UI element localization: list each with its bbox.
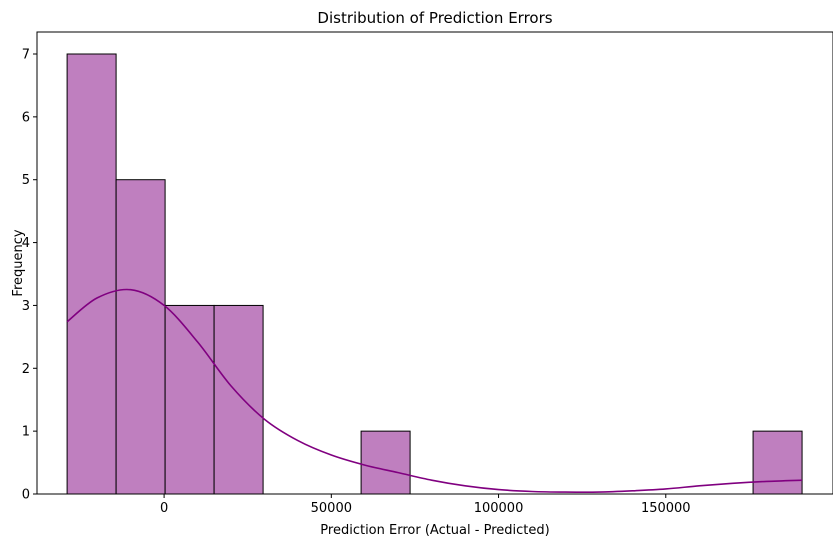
x-tick-label: 150000	[641, 501, 691, 516]
y-tick-label: 1	[22, 425, 30, 440]
y-tick-label: 5	[22, 173, 30, 188]
y-tick-label: 6	[22, 110, 30, 125]
kde-curve-group	[66, 288, 803, 494]
kde-curve	[66, 288, 803, 494]
histogram-bar	[115, 179, 166, 495]
x-axis-label: Prediction Error (Actual - Predicted)	[320, 523, 549, 538]
y-tick-label: 7	[22, 48, 30, 63]
histogram-bar	[213, 304, 264, 495]
chart-title: Distribution of Prediction Errors	[317, 9, 552, 27]
y-axis-ticks: 0 1 2 3 4 5 6 7	[22, 48, 37, 503]
x-tick-label: 0	[160, 501, 168, 516]
y-axis-label: Frequency	[11, 229, 26, 296]
histogram-bars	[66, 53, 803, 495]
histogram-bar	[360, 430, 411, 495]
y-tick-label: 2	[22, 362, 30, 377]
y-tick-label: 3	[22, 299, 30, 314]
histogram-bar	[66, 53, 117, 495]
y-tick-label: 4	[22, 236, 30, 251]
x-axis-ticks: 0 50000 100000 150000	[160, 494, 691, 516]
histogram-bar	[752, 430, 803, 495]
histogram-bar	[164, 304, 215, 495]
y-tick-label: 0	[22, 488, 30, 503]
x-tick-label: 50000	[311, 501, 352, 516]
plot-area-frame	[36, 31, 833, 495]
x-tick-label: 100000	[474, 501, 524, 516]
